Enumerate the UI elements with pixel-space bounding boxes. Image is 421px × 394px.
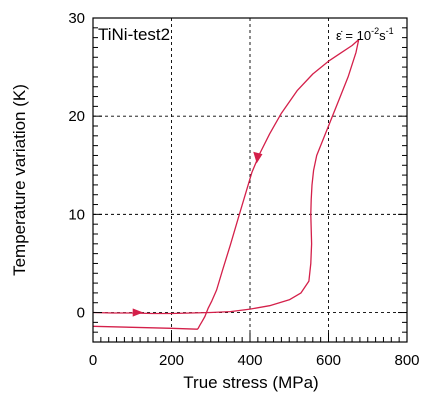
x-tick-label: 200	[159, 352, 184, 369]
direction-arrow	[253, 151, 263, 164]
y-tick-label: 30	[68, 10, 85, 27]
tick-labels: 0 200 400 600 800 0 10 20 30	[68, 10, 419, 369]
strain-rate-annotation: ε̇ = 10-2s-1	[336, 26, 394, 43]
rate-exponent-1: -2	[371, 26, 379, 36]
x-tick-label: 600	[316, 352, 341, 369]
rate-symbol: ε̇	[336, 28, 343, 43]
x-axis-title: True stress (MPa)	[183, 373, 318, 392]
x-tick-label: 800	[394, 352, 419, 369]
series-unloading-line	[92, 39, 360, 330]
series-loading-line	[92, 39, 360, 315]
plot-frame	[92, 17, 408, 343]
rate-exponent-2: -1	[386, 26, 394, 36]
x-tick-label: 400	[237, 352, 262, 369]
rate-unit: s	[379, 28, 386, 43]
grid	[93, 18, 407, 342]
direction-arrow	[132, 308, 144, 317]
ticks	[92, 17, 408, 343]
y-tick-label: 20	[68, 108, 85, 125]
rate-equals: = 10	[342, 28, 371, 43]
y-tick-label: 0	[77, 305, 85, 322]
y-axis-title: Temperature variation (K)	[10, 84, 29, 276]
y-tick-label: 10	[68, 206, 85, 223]
panel-label: TiNi-test2	[98, 25, 170, 44]
series-layer	[92, 39, 360, 330]
x-tick-label: 0	[89, 352, 97, 369]
